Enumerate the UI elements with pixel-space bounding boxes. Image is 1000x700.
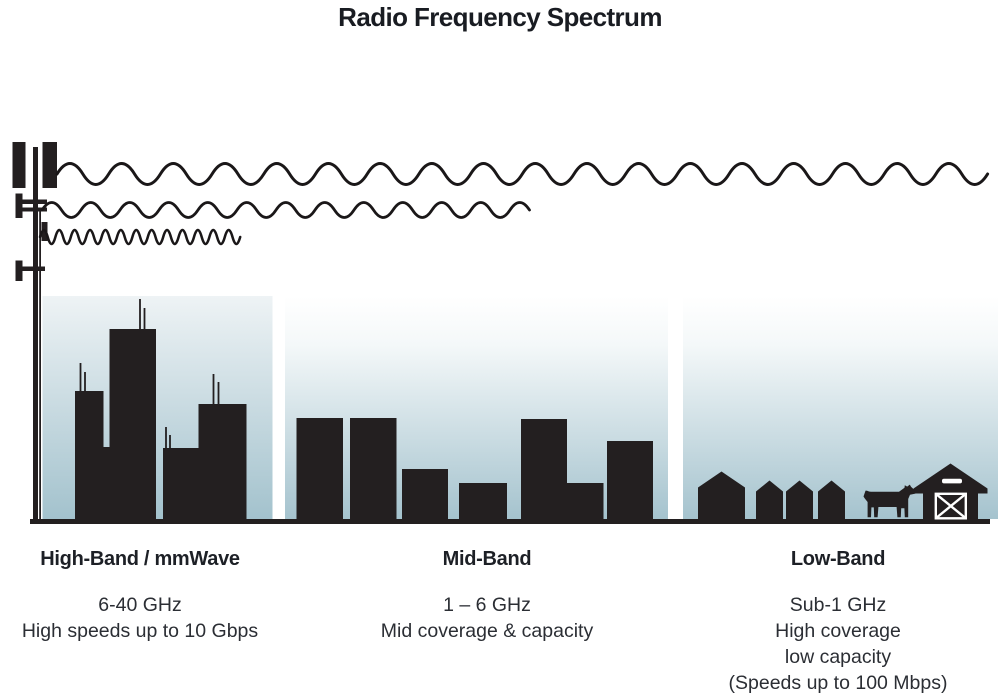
mid-band-detail: Mid coverage & capacity (380, 620, 594, 642)
spectrum-illustration (12, 142, 998, 524)
farm-scene (698, 463, 988, 520)
cow-icon (863, 484, 916, 518)
rooftop-antennas (79, 299, 220, 449)
high-band-wave-icon (38, 228, 242, 246)
mid-band-frequency: 1 – 6 GHz (443, 594, 531, 616)
high-band-title: High-Band / mmWave (40, 548, 240, 570)
ground-line (30, 519, 990, 524)
low-band-title: Low-Band (790, 548, 886, 570)
mid-band-wave-icon (40, 201, 531, 219)
low-band-detail: High coverage (775, 620, 901, 642)
mid-band-label: Mid-Band 1 – 6 GHz Mid coverage & capaci… (347, 548, 627, 644)
house-icon (786, 480, 813, 520)
high-band-detail: High speeds up to 10 Gbps (21, 620, 259, 642)
high-band-frequency: 6-40 GHz (98, 594, 182, 616)
low-band-label: Low-Band Sub-1 GHz High coverage low cap… (698, 548, 978, 696)
barn-icon (913, 463, 988, 520)
page-title: Radio Frequency Spectrum (338, 2, 662, 32)
mid-band-title: Mid-Band (442, 548, 532, 570)
high-band-label: High-Band / mmWave 6-40 GHz High speeds … (15, 548, 265, 644)
house-icon (818, 480, 845, 520)
low-band-detail: low capacity (784, 646, 892, 668)
low-band-wave-icon (55, 162, 990, 186)
low-band-frequency: Sub-1 GHz (789, 594, 887, 616)
radio-waves (38, 162, 990, 246)
house-icon (698, 471, 745, 520)
house-icon (756, 480, 783, 520)
city-skyline-icon (75, 299, 247, 520)
mid-band-coverage-panel (285, 296, 668, 519)
low-band-detail: (Speeds up to 100 Mbps) (728, 672, 948, 694)
midrise-buildings-icon (296, 418, 653, 520)
